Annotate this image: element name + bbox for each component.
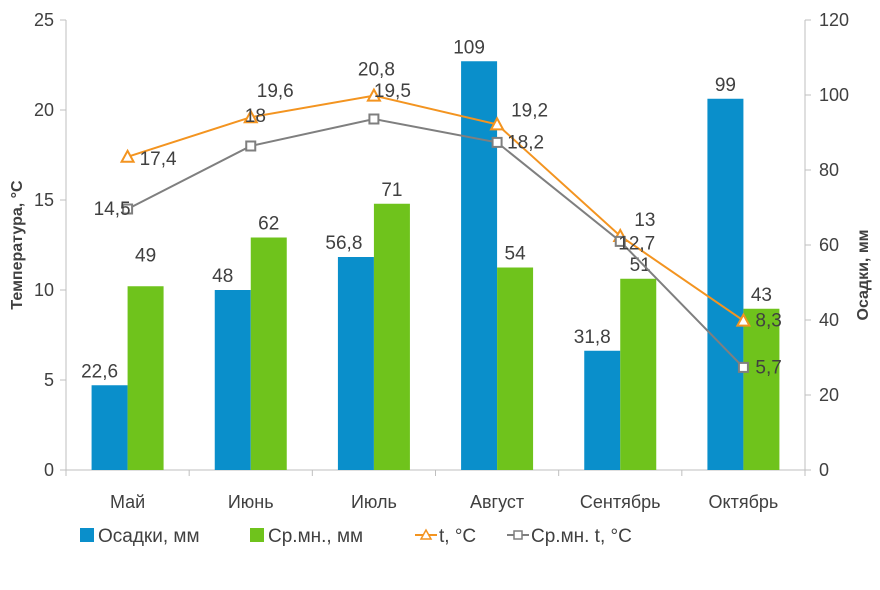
left-axis-title: Температура, °С [9, 180, 26, 310]
marker-avg-t [737, 361, 749, 373]
right-tick-label: 60 [819, 235, 839, 255]
legend-marker-avg-t [513, 530, 523, 540]
right-tick-label: 20 [819, 385, 839, 405]
marker-avg-t [491, 136, 503, 148]
left-tick-label: 5 [44, 370, 54, 390]
bar-value-label: 31,8 [574, 327, 611, 348]
line-value-label: 13 [634, 210, 655, 231]
marker-avg-t [122, 203, 134, 215]
right-tick-label: 100 [819, 85, 849, 105]
x-tick-label: Сентябрь [580, 492, 661, 512]
bar-value-label: 48 [212, 266, 233, 287]
right-tick-label: 40 [819, 310, 839, 330]
x-tick-label: Май [110, 492, 145, 512]
left-tick-label: 15 [34, 190, 54, 210]
x-tick-label: Октябрь [709, 492, 779, 512]
legend-label: Ср.мн. t, °C [531, 526, 632, 547]
x-tick-label: Июнь [228, 492, 274, 512]
bar-avg-precip [620, 278, 657, 470]
marker-avg-t [614, 235, 626, 247]
bar-avg-precip [250, 237, 287, 470]
legend-label: Осадки, мм [98, 526, 200, 547]
bar-value-label: 22,6 [81, 361, 118, 382]
line-value-label: 20,8 [358, 60, 395, 81]
bar-value-label: 62 [258, 214, 279, 235]
bar-value-label: 56,8 [325, 233, 362, 254]
marker-t [119, 148, 136, 163]
line-value-label: 14,5 [94, 199, 131, 220]
legend-label: Ср.мн., мм [268, 526, 363, 547]
line-value-label: 5,7 [755, 357, 781, 378]
series-line-t [127, 94, 744, 322]
left-tick-label: 25 [34, 10, 54, 30]
left-tick-label: 0 [44, 460, 54, 480]
bar-value-label: 51 [630, 255, 651, 276]
marker-t [366, 87, 382, 102]
line-value-label: 18,2 [507, 132, 544, 153]
right-tick-label: 0 [819, 460, 829, 480]
bar-avg-precip [743, 308, 780, 470]
legend-swatch-avg-precip [250, 528, 264, 542]
marker-t [735, 312, 752, 327]
legend-swatch-precip [80, 528, 94, 542]
bar-value-label: 71 [381, 180, 402, 201]
legend-marker-t [419, 528, 433, 540]
legend-label: t, °C [439, 526, 476, 547]
bar-precip [214, 290, 251, 470]
bar-value-label: 109 [453, 37, 485, 58]
line-value-label: 19,5 [374, 81, 411, 102]
bar-value-label: 43 [751, 285, 772, 306]
line-value-label: 18 [245, 106, 266, 127]
x-tick-label: Июль [351, 492, 397, 512]
line-value-label: 17,4 [140, 149, 177, 170]
line-value-label: 19,2 [511, 100, 548, 121]
marker-t [243, 109, 259, 124]
bar-value-label: 49 [135, 245, 156, 266]
x-tick-label: Август [470, 492, 524, 512]
right-tick-label: 80 [819, 160, 839, 180]
bar-precip [584, 350, 621, 470]
left-tick-label: 20 [34, 100, 54, 120]
marker-avg-t [245, 140, 257, 152]
bar-avg-precip [497, 267, 534, 470]
marker-t [489, 116, 505, 131]
line-value-label: 19,6 [257, 81, 294, 102]
bar-value-label: 99 [715, 75, 736, 96]
bar-value-label: 54 [505, 244, 527, 265]
bar-avg-precip [127, 286, 164, 470]
bar-avg-precip [373, 203, 410, 470]
marker-avg-t [368, 113, 380, 125]
bar-precip [337, 257, 374, 470]
right-tick-label: 120 [819, 10, 849, 30]
right-axis-title: Осадки, мм [855, 230, 872, 321]
line-value-label: 8,3 [755, 311, 781, 332]
bar-precip [91, 385, 128, 470]
series-line-avg-t [127, 117, 745, 369]
line-value-label: 12,7 [618, 233, 655, 254]
left-tick-label: 10 [34, 280, 54, 300]
bar-precip [707, 98, 744, 470]
